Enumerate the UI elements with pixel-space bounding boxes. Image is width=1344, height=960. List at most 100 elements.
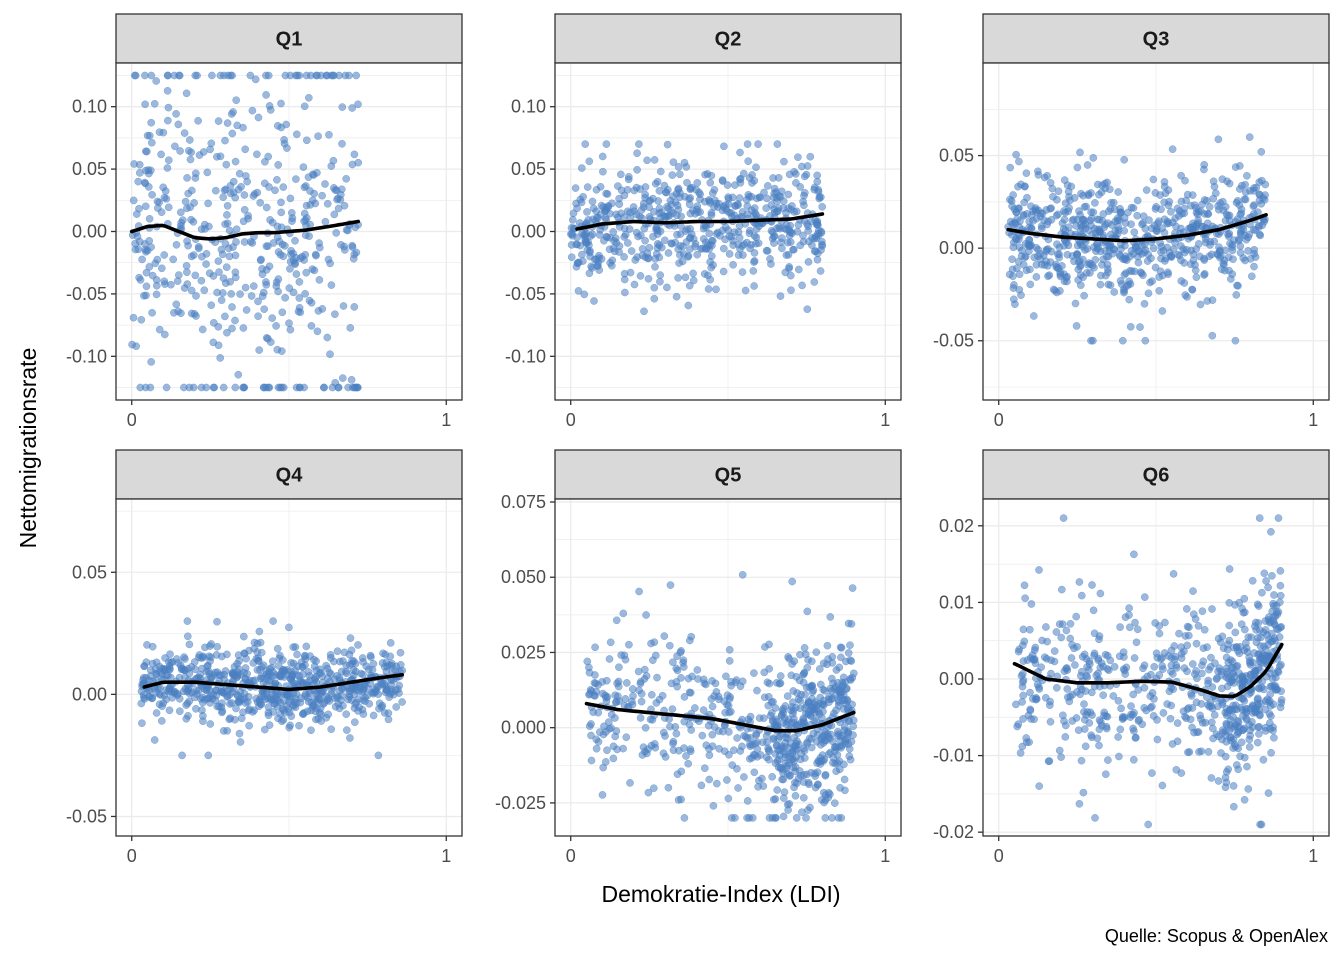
data-point xyxy=(1165,197,1174,206)
data-point xyxy=(171,142,179,151)
data-point xyxy=(1083,663,1091,671)
data-point xyxy=(175,71,183,80)
data-point xyxy=(628,685,637,693)
data-point xyxy=(318,688,326,697)
data-point xyxy=(215,702,223,711)
data-point xyxy=(219,193,228,202)
data-point xyxy=(218,250,227,259)
data-point xyxy=(821,736,829,745)
data-point xyxy=(720,142,728,151)
data-point xyxy=(1013,264,1021,273)
data-point xyxy=(767,260,775,268)
data-point xyxy=(821,728,829,736)
data-point xyxy=(266,106,275,114)
data-point xyxy=(268,672,277,680)
data-point xyxy=(1161,618,1169,627)
data-point xyxy=(295,278,304,286)
data-point xyxy=(785,264,793,273)
data-point xyxy=(673,770,682,779)
data-point xyxy=(830,799,839,807)
data-point xyxy=(755,193,764,202)
data-point xyxy=(359,658,367,666)
data-point xyxy=(201,225,209,233)
data-point xyxy=(1238,181,1246,190)
data-point xyxy=(206,720,215,728)
data-point xyxy=(787,671,796,680)
data-point xyxy=(137,699,146,708)
data-point xyxy=(213,668,222,677)
data-point xyxy=(792,179,800,187)
data-point xyxy=(1017,180,1025,189)
data-point xyxy=(818,202,827,211)
data-point xyxy=(347,375,356,384)
data-point xyxy=(1155,286,1164,295)
data-point xyxy=(1121,670,1130,678)
data-point xyxy=(221,220,229,229)
data-point xyxy=(677,674,685,682)
data-point xyxy=(784,250,793,259)
data-point xyxy=(1014,257,1023,266)
data-point xyxy=(223,328,231,337)
data-point xyxy=(1140,683,1149,692)
y-tick-label: 0.050 xyxy=(501,567,546,587)
data-point xyxy=(1034,245,1043,254)
x-tick-label: 1 xyxy=(441,846,451,866)
data-point xyxy=(322,71,331,80)
data-point xyxy=(1229,802,1238,811)
data-point xyxy=(738,268,747,276)
data-point xyxy=(1163,217,1172,226)
data-point xyxy=(655,204,664,213)
data-point xyxy=(804,778,813,787)
data-point xyxy=(291,703,300,712)
data-point xyxy=(361,697,369,706)
data-point xyxy=(669,658,677,667)
data-point xyxy=(274,275,283,283)
data-point xyxy=(1180,647,1188,656)
data-point xyxy=(1198,200,1206,209)
data-point xyxy=(183,617,192,625)
data-point xyxy=(1175,629,1183,638)
data-point xyxy=(1250,262,1258,271)
data-point xyxy=(685,200,694,209)
data-point xyxy=(777,742,786,751)
facet-strip-label: Q6 xyxy=(1143,465,1170,487)
data-point xyxy=(1032,695,1040,704)
data-point xyxy=(1264,789,1273,797)
data-point xyxy=(334,204,343,213)
data-point xyxy=(654,197,663,205)
data-point xyxy=(620,191,629,200)
data-point xyxy=(1159,709,1168,717)
data-point xyxy=(1189,219,1197,228)
data-point xyxy=(823,641,832,650)
data-point xyxy=(226,700,234,708)
data-point xyxy=(779,812,788,821)
data-point xyxy=(265,262,274,271)
data-point xyxy=(769,735,778,744)
data-point xyxy=(577,198,586,207)
data-point xyxy=(720,747,729,756)
data-point xyxy=(330,210,339,219)
data-point xyxy=(674,245,683,254)
data-point xyxy=(1276,581,1285,590)
data-point xyxy=(663,140,672,149)
data-point xyxy=(214,257,223,265)
data-point xyxy=(622,733,631,742)
data-point xyxy=(378,701,387,710)
data-point xyxy=(244,692,253,701)
data-point xyxy=(794,265,803,274)
data-point xyxy=(143,131,152,140)
data-point xyxy=(744,157,753,166)
data-point xyxy=(277,198,285,207)
data-point xyxy=(665,641,674,650)
data-point xyxy=(1013,215,1021,223)
data-point xyxy=(1274,668,1283,676)
data-point xyxy=(326,654,335,662)
data-point xyxy=(147,243,155,251)
data-point xyxy=(139,676,147,684)
data-point xyxy=(1052,683,1061,692)
data-point xyxy=(1089,606,1098,615)
data-point xyxy=(641,236,649,245)
data-point xyxy=(1090,263,1098,272)
data-point xyxy=(693,178,702,187)
data-point xyxy=(280,135,288,144)
